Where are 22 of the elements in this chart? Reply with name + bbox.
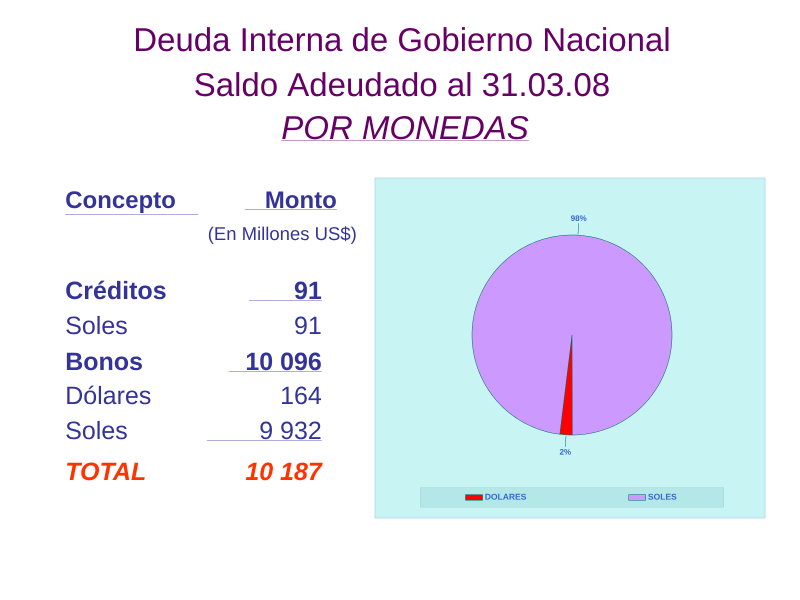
data-label: 2%: [560, 449, 571, 455]
data-label: 98%: [570, 215, 586, 222]
text: Créditos: [66, 280, 166, 300]
text: Dólares: [67, 386, 150, 404]
text: 10 187: [246, 462, 323, 480]
text: 10 096: [246, 352, 321, 370]
text: Concepto: [66, 191, 175, 213]
legend-label: SOLES: [648, 494, 676, 500]
text: TOTAL: [66, 462, 145, 480]
text: Saldo Adeudado al 31.03.08: [195, 72, 609, 96]
text: Soles: [66, 316, 127, 334]
text: POR MONEDAS: [282, 116, 528, 140]
text: 91: [295, 316, 321, 334]
text: Bonos: [66, 352, 142, 370]
text: 9 932: [260, 422, 321, 440]
text: Soles: [66, 420, 127, 440]
text: 164: [282, 386, 322, 404]
text: (En Millones US$): [208, 226, 356, 244]
legend-label: DOLARES: [485, 494, 526, 500]
text: Monto: [266, 191, 336, 208]
text: 91: [294, 282, 322, 300]
text: Deuda Interna de Gobierno Nacional: [136, 27, 668, 52]
